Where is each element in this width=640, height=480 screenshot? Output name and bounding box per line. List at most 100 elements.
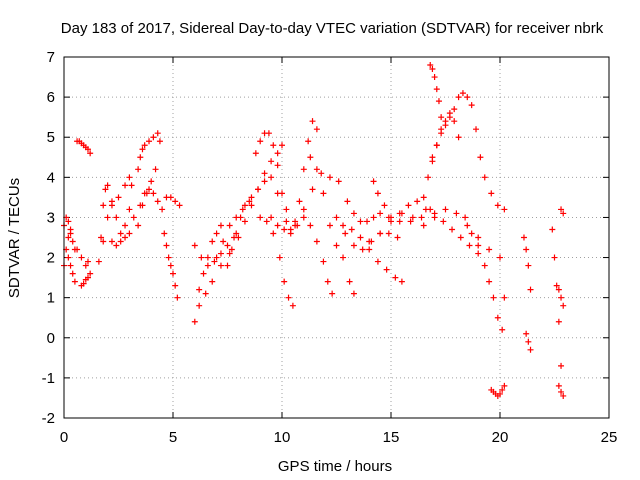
data-point [346, 278, 353, 285]
data-point [549, 226, 556, 233]
data-point [455, 134, 462, 141]
data-point [148, 178, 155, 185]
data-point [414, 198, 421, 205]
grid-lines [64, 57, 609, 418]
data-point [246, 198, 253, 205]
data-point [555, 318, 562, 325]
data-point [82, 262, 89, 269]
data-point [313, 166, 320, 173]
data-point [211, 258, 218, 265]
data-point [220, 238, 227, 245]
data-point [497, 254, 503, 261]
data-point [204, 262, 211, 269]
plot-frame [63, 56, 610, 419]
x-tick-label: 5 [169, 429, 177, 446]
data-point [475, 242, 482, 249]
data-point [560, 210, 567, 217]
data-point [191, 318, 198, 325]
data-point [394, 234, 401, 241]
data-point [274, 150, 281, 157]
data-point [333, 242, 340, 249]
data-point [209, 238, 216, 245]
data-point [146, 138, 153, 145]
data-point [377, 210, 384, 217]
data-point [320, 190, 327, 197]
data-point [457, 234, 464, 241]
x-tick-label: 0 [60, 429, 68, 446]
data-point [486, 278, 493, 285]
data-point [137, 202, 144, 209]
data-point [152, 166, 159, 173]
data-point [499, 326, 506, 333]
data-point [427, 62, 434, 69]
data-point [405, 202, 412, 209]
data-point [418, 214, 425, 221]
x-tick-label: 25 [601, 429, 618, 446]
data-point [468, 230, 475, 237]
data-point [274, 162, 281, 169]
data-point [146, 186, 153, 193]
data-point [87, 270, 94, 277]
data-point [130, 214, 137, 221]
axis-ticks [63, 56, 610, 419]
data-point [431, 210, 438, 217]
data-point [274, 222, 281, 229]
data-point [150, 190, 157, 197]
data-point [340, 222, 347, 229]
data-point [65, 254, 72, 261]
data-point [374, 258, 381, 265]
data-point [294, 222, 301, 229]
data-point [486, 246, 493, 253]
data-point [213, 254, 220, 261]
data-point [438, 126, 445, 133]
series-arc-33 [523, 330, 534, 353]
data-point [320, 258, 327, 265]
data-point [558, 388, 565, 395]
data-point [558, 206, 565, 213]
data-point [420, 194, 427, 201]
data-point [370, 178, 377, 185]
data-point [108, 198, 115, 205]
series-arc-28 [427, 62, 445, 121]
data-point [374, 190, 381, 197]
x-tick-label: 20 [492, 429, 509, 446]
data-point [357, 234, 364, 241]
series-arc-15 [196, 222, 224, 293]
series-arc-34 [549, 206, 567, 369]
data-point [459, 90, 466, 97]
data-point [224, 262, 231, 269]
data-point [499, 386, 506, 393]
data-point [217, 222, 224, 229]
data-point [174, 294, 181, 301]
data-point [300, 214, 307, 221]
data-point [305, 138, 312, 145]
data-point [481, 262, 488, 269]
data-point [442, 206, 449, 213]
data-point [281, 278, 288, 285]
y-tick-label: -1 [42, 370, 55, 387]
data-point [78, 254, 85, 261]
data-point [449, 226, 456, 233]
data-point [422, 206, 429, 213]
data-point [473, 126, 480, 133]
data-point [464, 94, 471, 101]
data-point [350, 242, 357, 249]
data-point [357, 218, 364, 225]
data-point [95, 258, 102, 265]
data-point [501, 382, 508, 389]
data-point [283, 206, 290, 213]
data-point [438, 114, 445, 121]
data-point [167, 194, 174, 201]
data-point [324, 278, 331, 285]
series-arc-29 [429, 110, 462, 165]
data-point [263, 218, 270, 225]
data-point [551, 254, 558, 261]
data-point [326, 174, 333, 181]
data-point [231, 234, 238, 241]
series-arc-3 [65, 254, 78, 285]
series-arc-13 [191, 142, 285, 325]
data-point [217, 262, 224, 269]
data-point [104, 214, 111, 221]
data-point [283, 218, 290, 225]
data-point [261, 170, 268, 177]
